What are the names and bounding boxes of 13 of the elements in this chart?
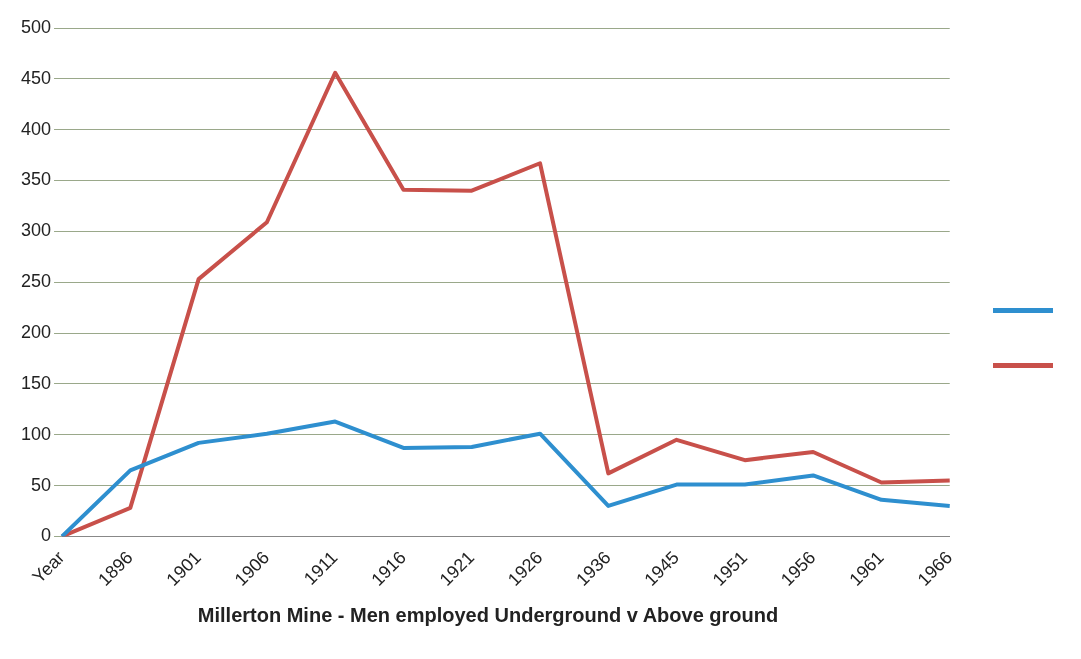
y-tick-label: 0: [41, 525, 52, 546]
y-tick-label: 100: [20, 423, 52, 444]
text: Millerton Mine - Men employed Underground v Above ground: [197, 603, 779, 626]
y-tick-label: 250: [20, 271, 52, 292]
y-tick-label: 400: [20, 118, 52, 139]
y-tick-label: 300: [20, 220, 52, 241]
y-tick-label: 350: [20, 169, 52, 190]
y-tick-label: 50: [31, 474, 52, 495]
x-tick-label: Year: [28, 547, 69, 588]
y-tick-label: 150: [20, 372, 52, 393]
y-tick-label: 450: [20, 67, 52, 88]
y-tick-label: 200: [20, 322, 52, 343]
y-tick-label: 500: [20, 16, 52, 37]
